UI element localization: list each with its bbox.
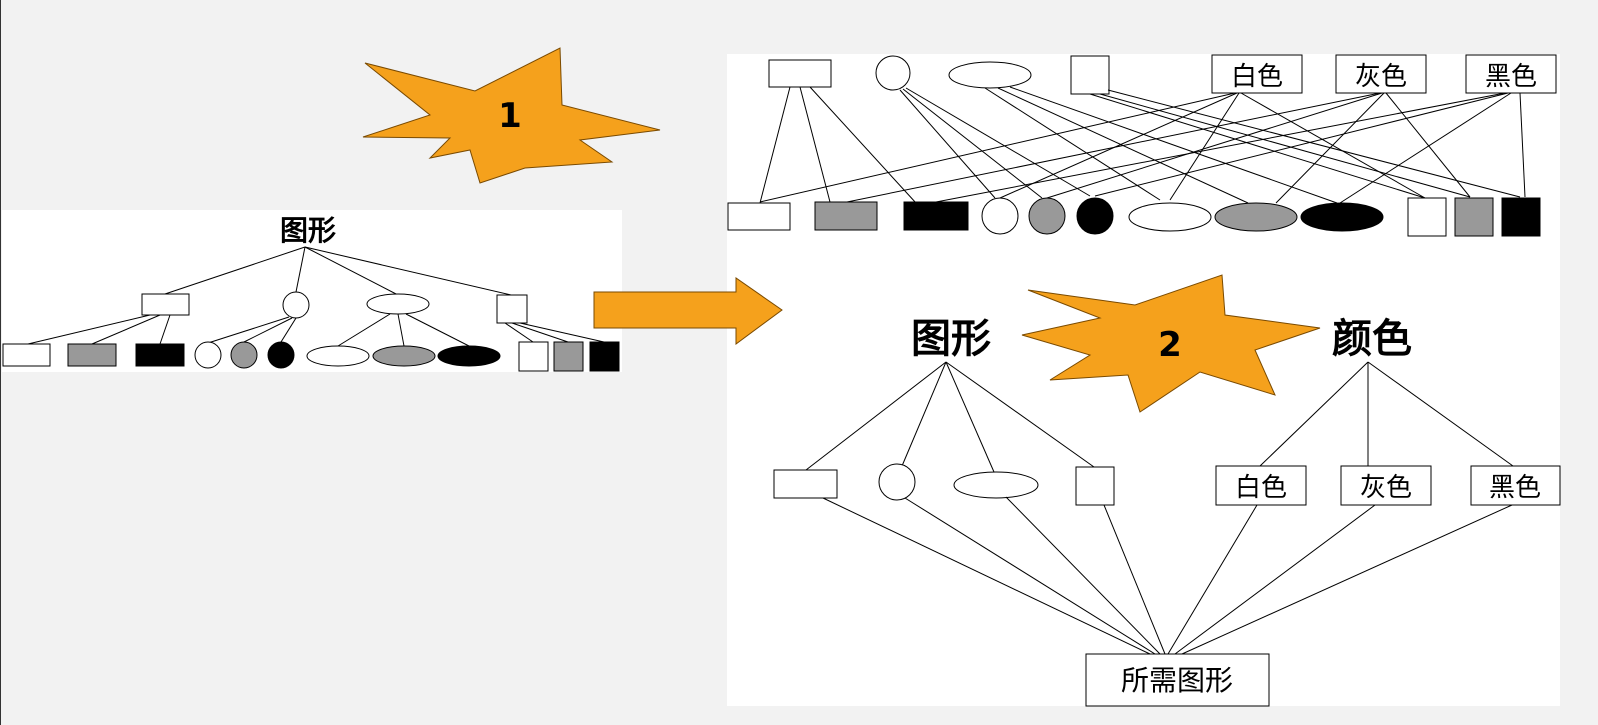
- step1-label: 1: [498, 96, 522, 136]
- left-leaf-rect-black: [135, 343, 185, 367]
- transform-arrow: [593, 277, 783, 345]
- top-rect-node: [768, 59, 832, 88]
- bottom-shape-root-label: 图形: [911, 316, 991, 362]
- svg-text:灰色: 灰色: [1360, 473, 1412, 503]
- top-ellipse-node: [948, 61, 1032, 89]
- svg-text:黑色: 黑色: [1485, 62, 1537, 92]
- bottom-color-black-node: 黑色: [1470, 465, 1561, 506]
- left-edge-rule: [0, 0, 1, 725]
- left-leaf-rect-white: [2, 343, 51, 367]
- svg-text:黑色: 黑色: [1489, 473, 1541, 503]
- top-color-black-node: 黑色: [1465, 54, 1557, 94]
- left-leaf-circle-gray: [230, 341, 258, 369]
- top-color-gray-box: [1335, 54, 1427, 94]
- result-label: 所需图形: [1121, 664, 1233, 697]
- left-leaf-rect-gray: [67, 343, 117, 367]
- top-leaf-square-gray: [1454, 197, 1494, 237]
- top-square-node: [1070, 55, 1110, 95]
- top-leaf-rect-black: [903, 201, 969, 231]
- left-leaf-ellipse-white: [306, 345, 370, 367]
- step2-starburst: 2: [1021, 274, 1321, 413]
- bottom-color-white-node: 白色: [1215, 465, 1307, 506]
- left-tree: 图形: [2, 214, 620, 372]
- top-leaf-ellipse-white: [1128, 202, 1212, 232]
- left-leaf-ellipse-gray: [372, 345, 436, 367]
- step1-starburst: 1: [362, 47, 661, 184]
- result-node: 所需图形: [1085, 653, 1270, 707]
- top-leaf-ellipse-gray: [1214, 202, 1298, 232]
- bottom-circle-node: [878, 463, 916, 501]
- top-color-white-node: 白色: [1211, 54, 1303, 94]
- svg-text:白色: 白色: [1235, 473, 1287, 503]
- top-leaf-circle-white: [981, 197, 1019, 235]
- step2-label: 2: [1158, 325, 1182, 365]
- top-right-graph: 白色 灰色 黑色: [727, 54, 1557, 237]
- left-square-node: [496, 294, 528, 324]
- top-leaf-circle-black: [1076, 197, 1114, 235]
- left-leaf-circle-white: [194, 341, 222, 369]
- top-color-gray-node: 灰色: [1335, 54, 1427, 94]
- left-leaf-square-gray: [553, 341, 584, 372]
- svg-text:白色: 白色: [1231, 62, 1283, 92]
- top-leaf-circle-gray: [1028, 197, 1066, 235]
- left-circle-node: [282, 291, 310, 319]
- bottom-color-gray-node: 灰色: [1340, 465, 1432, 506]
- bottom-square-node: [1075, 466, 1115, 506]
- left-leaf-ellipse-black: [437, 345, 501, 367]
- left-leaf-square-white: [518, 341, 549, 372]
- top-leaf-ellipse-black: [1300, 202, 1384, 232]
- left-leaf-square-black: [589, 341, 620, 372]
- bottom-rect-node: [773, 469, 838, 499]
- bottom-right-graph: 图形 颜色 白色 灰色 黑色: [773, 316, 1561, 707]
- top-circle-node: [875, 55, 911, 91]
- top-leaf-square-white: [1407, 197, 1447, 237]
- top-leaf-square-black: [1501, 197, 1541, 237]
- bottom-color-root-label: 颜色: [1332, 316, 1412, 362]
- left-rect-node: [141, 293, 190, 316]
- svg-text:灰色: 灰色: [1355, 62, 1407, 92]
- bottom-ellipse-node: [953, 471, 1039, 499]
- left-tree-root-label: 图形: [280, 214, 336, 247]
- left-ellipse-node: [366, 293, 430, 315]
- top-leaf-rect-gray: [814, 201, 878, 231]
- top-leaf-rect-white: [727, 202, 791, 231]
- left-leaf-circle-black: [267, 341, 295, 369]
